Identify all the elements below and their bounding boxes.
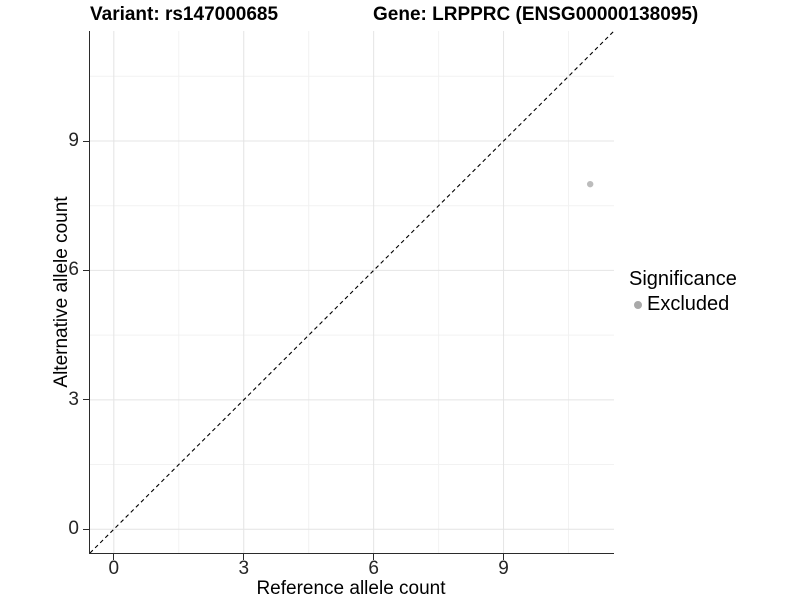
x-tick-mark-3 <box>243 554 245 560</box>
legend-title: Significance <box>629 268 737 290</box>
x-axis-title: Reference allele count <box>256 578 446 599</box>
y-tick-mark-6 <box>83 269 89 271</box>
identity-line <box>90 31 614 553</box>
y-tick-mark-3 <box>83 399 89 401</box>
y-axis-title: Alternative allele count <box>51 196 72 388</box>
x-tick-label-9: 9 <box>498 558 509 579</box>
x-tick-mark-9 <box>503 554 505 560</box>
x-tick-label-3: 3 <box>238 558 250 579</box>
plot-panel <box>89 31 614 554</box>
x-tick-label-0: 0 <box>108 558 120 579</box>
y-tick-mark-9 <box>83 140 89 142</box>
y-tick-label-3: 3 <box>68 388 79 410</box>
x-tick-label-6: 6 <box>368 558 379 579</box>
x-tick-mark-6 <box>373 554 375 560</box>
data-point-excluded <box>586 180 594 188</box>
y-tick-label-9: 9 <box>68 130 79 151</box>
y-tick-label-6: 6 <box>68 259 79 281</box>
legend-point-swatch <box>634 300 642 309</box>
legend: Significance Excluded <box>629 268 737 316</box>
variant-title: Variant: rs147000685 <box>90 4 279 25</box>
legend-item-label: Excluded <box>647 293 730 315</box>
x-tick-mark-0 <box>113 554 115 560</box>
gene-title: Gene: LRPPRC (ENSG00000138095) <box>373 4 699 25</box>
plot-canvas <box>90 31 614 553</box>
y-tick-label-0: 0 <box>68 518 79 540</box>
y-tick-mark-0 <box>83 528 89 530</box>
legend-item-excluded: Excluded <box>629 293 737 316</box>
